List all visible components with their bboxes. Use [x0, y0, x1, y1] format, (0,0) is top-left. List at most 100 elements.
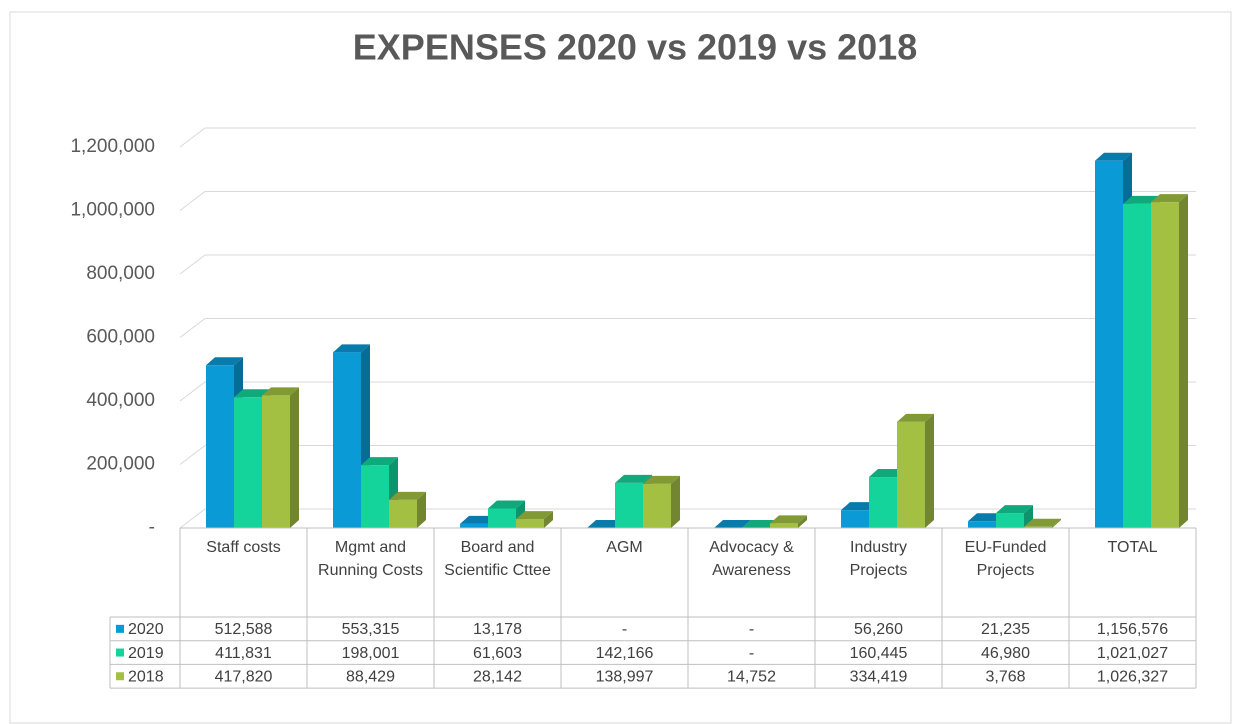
table-value: 61,603	[473, 645, 522, 662]
grid-line	[179, 445, 1196, 465]
grid-line	[179, 254, 1196, 275]
table-value: 56,260	[854, 621, 903, 638]
bar-top	[869, 469, 906, 478]
table-value: 417,820	[215, 668, 273, 685]
bar-front	[897, 421, 925, 528]
x-tick-label: Industry Projects	[849, 539, 908, 579]
bar-top	[1024, 518, 1061, 527]
bar-top	[714, 520, 751, 528]
x-tick-label: Board and Scientific Cttee	[444, 539, 551, 579]
bar-front	[389, 499, 417, 528]
bar-front	[460, 523, 488, 528]
bar-top	[996, 505, 1033, 514]
bar-top	[389, 491, 426, 500]
bar	[488, 500, 525, 528]
bar-front	[643, 483, 671, 528]
bar-top	[234, 389, 271, 398]
legend-label: 2020	[128, 621, 164, 638]
x-tick-label: TOTAL	[1107, 539, 1158, 556]
table-value: 142,166	[596, 645, 654, 662]
bar-front	[206, 365, 234, 528]
bar-top	[516, 511, 553, 520]
bar-front	[488, 508, 516, 528]
y-tick-label: 200,000	[86, 454, 155, 475]
table-value: 14,752	[727, 668, 776, 685]
legend-label: 2018	[128, 668, 164, 685]
bar-front	[516, 519, 544, 528]
table-value: 1,026,327	[1097, 668, 1168, 685]
bar-front	[869, 477, 897, 528]
table-value: 28,142	[473, 668, 522, 685]
bar-front	[262, 395, 290, 528]
table-value: 512,588	[215, 621, 273, 638]
bar-top	[643, 475, 680, 484]
bar	[996, 505, 1033, 528]
table-value: 46,980	[981, 645, 1030, 662]
bar-front	[770, 523, 798, 528]
bar	[897, 413, 934, 528]
bar-side	[798, 515, 807, 528]
y-tick-label: 600,000	[86, 327, 155, 348]
table-value: 13,178	[473, 621, 522, 638]
bar	[516, 511, 553, 528]
x-tick-label: Mgmt and Running Costs	[318, 539, 423, 579]
chart-border	[9, 11, 1232, 724]
legend-label: 2019	[128, 645, 164, 662]
x-tick-label: Advocacy & Awareness	[709, 539, 794, 579]
bar-top	[968, 513, 1005, 522]
bar-front	[1123, 203, 1151, 529]
y-tick-label: 1,200,000	[70, 136, 155, 157]
y-tick-label: 800,000	[86, 263, 155, 284]
grid-line	[179, 191, 1196, 211]
bar-top	[615, 474, 652, 483]
bar-side	[544, 511, 553, 528]
bar-front	[333, 352, 361, 528]
x-tick-label: EU-Funded Projects	[964, 539, 1047, 579]
bar-front	[361, 465, 389, 528]
x-tick-label: Staff costs	[206, 539, 281, 556]
bar-side	[671, 475, 680, 528]
bar-top	[1151, 194, 1188, 203]
bar-top	[742, 520, 779, 528]
bar	[1151, 194, 1188, 528]
bar	[770, 515, 807, 528]
y-tick-label: 400,000	[86, 390, 155, 411]
bar-top	[1123, 195, 1160, 204]
chart-title: EXPENSES 2020 vs 2019 vs 2018	[353, 27, 917, 68]
bar-top	[1095, 152, 1132, 161]
bar-top	[897, 413, 934, 422]
bar-side	[1179, 194, 1188, 528]
bar-top	[361, 457, 398, 466]
grid-line	[179, 381, 1196, 402]
bar-front	[841, 510, 869, 528]
table-value: 198,001	[342, 645, 400, 662]
legend-key	[116, 672, 124, 681]
bar-side	[1024, 505, 1033, 528]
bar-top	[587, 520, 624, 528]
bar-front	[996, 513, 1024, 528]
bar	[587, 520, 624, 528]
table-value: 411,831	[215, 645, 272, 662]
table-value: 1,156,576	[1097, 621, 1168, 638]
table-value: -	[749, 645, 754, 662]
bar-front	[1095, 160, 1123, 529]
bar	[1024, 518, 1061, 528]
table-value: 88,429	[346, 668, 395, 685]
bar-side	[290, 387, 299, 528]
table-value: -	[749, 621, 754, 638]
table-value: 1,021,027	[1097, 645, 1168, 662]
x-tick-label: AGM	[606, 539, 643, 556]
bar-front	[234, 397, 262, 528]
bar-top	[206, 357, 243, 366]
bar-side	[1052, 518, 1061, 528]
y-tick-label: -	[149, 517, 155, 538]
bar-front	[615, 482, 643, 528]
bar-front	[1024, 526, 1052, 528]
bar-top	[460, 515, 497, 524]
bar-side	[417, 491, 426, 528]
bar-top	[841, 502, 878, 511]
bar-top	[333, 344, 370, 353]
y-tick-label: 1,000,000	[70, 200, 155, 221]
